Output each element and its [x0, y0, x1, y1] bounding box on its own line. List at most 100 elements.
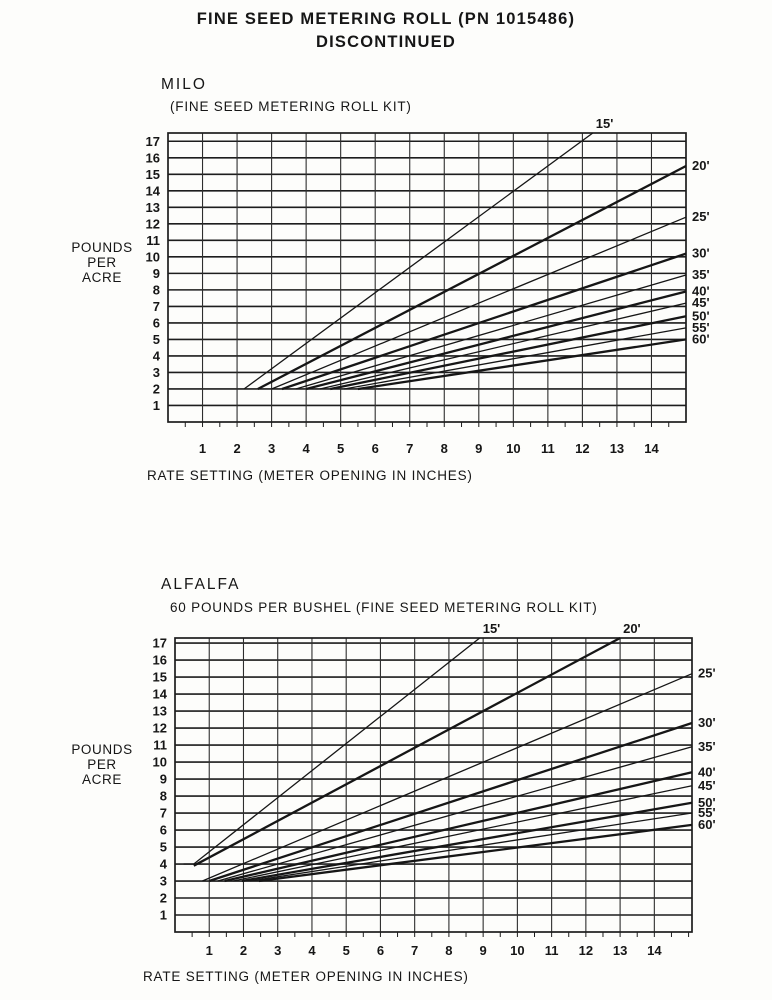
x-tick-label: 8 [441, 441, 448, 456]
series-line-60ft [258, 823, 693, 883]
series-label-45ft: 45' [698, 778, 716, 793]
y-tick-label: 1 [153, 398, 160, 413]
alfalfa-y-axis-title-line: ACRE [82, 772, 122, 787]
y-tick-label: 4 [153, 348, 161, 363]
x-tick-label: 5 [337, 441, 344, 456]
milo-plot: 15'20'25'30'35'40'45'50'55'60'1 2 3 4 5 6 7 8 9 1… [146, 116, 710, 456]
y-tick-label: 6 [153, 315, 160, 330]
x-tick-label: 8 [445, 943, 452, 958]
series-line-30ft [281, 252, 687, 391]
x-tick-label: 10 [510, 943, 524, 958]
x-tick-label: 6 [372, 441, 379, 456]
series-label-50ft: 50' [698, 795, 716, 810]
series-line-45ft [319, 302, 687, 390]
y-tick-label: 1 [160, 908, 167, 923]
x-tick-label: 12 [579, 943, 593, 958]
series-line-30ft [208, 721, 693, 883]
x-tick-label: 13 [610, 441, 624, 456]
y-tick-label: 7 [153, 299, 160, 314]
series-label-15ft: 15' [596, 116, 614, 131]
y-tick-label: 12 [153, 721, 167, 736]
x-tick-label: 4 [308, 943, 316, 958]
x-tick-label: 2 [233, 441, 240, 456]
series-line-15ft [183, 637, 481, 865]
series-line-50ft [241, 801, 693, 883]
y-tick-label: 3 [153, 365, 160, 380]
y-tick-label: 8 [160, 789, 167, 804]
y-tick-label: 15 [146, 167, 160, 182]
milo-y-axis-title-line: ACRE [82, 270, 122, 285]
alfalfa-y-axis-title: POUNDS PER ACRE [54, 742, 150, 787]
milo-x-axis-title: RATE SETTING (METER OPENING IN INCHES) [147, 468, 473, 483]
series-line-20ft [193, 636, 621, 867]
y-tick-label: 9 [153, 266, 160, 281]
series-line-40ft [224, 771, 693, 883]
series-line-25ft [271, 216, 687, 390]
alfalfa-y-axis-title-line: PER [87, 757, 117, 772]
y-tick-label: 11 [146, 233, 160, 248]
series-label-40ft: 40' [698, 764, 716, 779]
x-tick-label: 1 [206, 943, 213, 958]
milo-chart-subtitle: (FINE SEED METERING ROLL KIT) [170, 99, 412, 114]
alfalfa-y-axis-title-line: POUNDS [71, 742, 133, 757]
y-tick-label: 15 [153, 670, 167, 685]
y-tick-label: 8 [153, 282, 160, 297]
y-tick-label: 16 [153, 653, 167, 668]
series-label-60ft: 60' [692, 331, 710, 346]
x-tick-label: 14 [647, 943, 662, 958]
milo-y-axis-title-line: POUNDS [71, 240, 133, 255]
series-label-20ft: 20' [623, 621, 641, 636]
y-tick-label: 16 [146, 150, 160, 165]
y-tick-label: 9 [160, 772, 167, 787]
y-tick-label: 2 [160, 891, 167, 906]
y-tick-label: 12 [146, 216, 160, 231]
x-tick-label: 7 [406, 441, 413, 456]
x-tick-label: 2 [240, 943, 247, 958]
series-label-15ft: 15' [483, 621, 501, 636]
series-line-45ft [233, 785, 693, 882]
series-line-20ft [257, 164, 687, 391]
y-tick-label: 7 [160, 806, 167, 821]
x-tick-label: 9 [480, 943, 487, 958]
y-tick-label: 14 [153, 687, 168, 702]
series-label-25ft: 25' [692, 209, 710, 224]
x-tick-label: 7 [411, 943, 418, 958]
x-tick-label: 3 [274, 943, 281, 958]
x-tick-label: 13 [613, 943, 627, 958]
milo-y-axis-title: POUNDS PER ACRE [54, 240, 150, 285]
y-tick-label: 10 [146, 249, 160, 264]
alfalfa-plot: 15' 20'25'30'35'40'45'50'55'60'1 2 3 4 5 6 7 8 9 1… [153, 621, 716, 958]
series-line-50ft [330, 315, 687, 391]
x-tick-label: 10 [506, 441, 520, 456]
y-tick-label: 13 [153, 704, 167, 719]
series-line-55ft [343, 327, 687, 390]
x-tick-label: 11 [545, 943, 559, 958]
x-tick-label: 1 [199, 441, 206, 456]
x-tick-label: 5 [343, 943, 350, 958]
y-tick-label: 11 [153, 738, 167, 753]
milo-chart-title: MILO [161, 76, 207, 93]
series-label-35ft: 35' [698, 739, 716, 754]
x-tick-label: 4 [303, 441, 311, 456]
series-line-35ft [217, 746, 693, 882]
page-title-line2: DISCONTINUED [316, 33, 456, 51]
y-tick-label: 14 [146, 183, 161, 198]
series-line-40ft [305, 290, 687, 391]
series-line-25ft [202, 673, 693, 882]
y-tick-label: 5 [153, 332, 160, 347]
page-title-line1: FINE SEED METERING ROLL (PN 1015486) [196, 10, 576, 28]
series-label-20ft: 20' [692, 158, 710, 173]
series-line-55ft [250, 812, 693, 882]
x-tick-label: 3 [268, 441, 275, 456]
series-label-45ft: 45' [692, 295, 710, 310]
y-tick-label: 6 [160, 823, 167, 838]
series-line-35ft [295, 274, 687, 390]
y-tick-label: 4 [160, 857, 168, 872]
y-tick-label: 5 [160, 840, 167, 855]
alfalfa-x-axis-title: RATE SETTING (METER OPENING IN INCHES) [143, 969, 469, 984]
series-label-50ft: 50' [692, 308, 710, 323]
x-tick-label: 9 [475, 441, 482, 456]
y-tick-label: 13 [146, 200, 160, 215]
